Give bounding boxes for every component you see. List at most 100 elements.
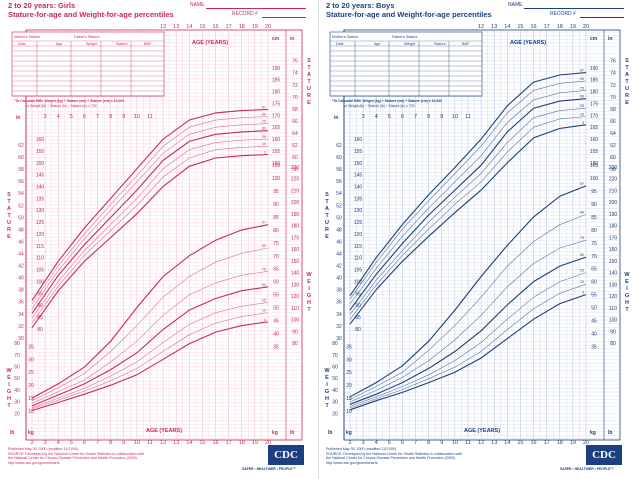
bmi-note: or Weight (lb) ÷ Stature (in) ÷ Stature …: [344, 104, 415, 108]
x-axis-label: AGE (YEARS): [146, 428, 182, 434]
x-tick-label: 9: [122, 440, 125, 446]
y-tick-label-stature-cm: 120: [354, 232, 363, 238]
record-field[interactable]: [262, 17, 306, 18]
x-tick-label: 19: [570, 440, 576, 446]
y-tick-label-stature-in: 32: [18, 324, 24, 330]
x-tick-label: 3: [44, 440, 47, 446]
y-tick-label-stature-cm: 160: [590, 137, 599, 143]
weight-percentile-line-97: [31, 224, 269, 399]
y-tick-label-weight-kg: 90: [273, 202, 279, 208]
x-tick-label: 8: [109, 440, 112, 446]
unit-label: lb: [328, 430, 332, 436]
y-tick-label-stature-in: 40: [336, 276, 342, 282]
stature-percentile-label: 10: [262, 142, 266, 146]
y-tick-label-stature-in: 32: [336, 324, 342, 330]
y-tick-label-stature-in: 62: [336, 143, 342, 149]
y-axis-label-stature: E: [7, 234, 11, 240]
stature-percentile-label: 97: [580, 69, 584, 73]
footer-source: Published May 30, 2000 (modified 11/21/0…: [8, 447, 144, 465]
y-tick-label-weight-lb: 30: [14, 400, 20, 406]
y-tick-label-weight-kg: 85: [591, 215, 597, 221]
y-tick-label-stature-in: 60: [336, 155, 342, 161]
x-tick-label: 11: [147, 440, 153, 446]
x-tick-label: 19: [570, 24, 576, 30]
x-tick-label: 13: [173, 24, 179, 30]
y-tick-label-weight-kg: 15: [346, 396, 352, 402]
y-tick-label-stature-in: 44: [336, 252, 342, 258]
y-tick-label-stature-in: 68: [292, 107, 298, 113]
y-tick-label-stature-in: 44: [18, 252, 24, 258]
y-tick-label-weight-lb: 140: [609, 271, 618, 277]
stature-percentile-label: 75: [262, 120, 266, 124]
y-axis-label-weight: T: [7, 403, 11, 409]
y-tick-label-weight-lb: 20: [332, 411, 338, 417]
y-tick-label-stature-in: 40: [18, 276, 24, 282]
y-tick-label-stature-cm: 130: [354, 208, 363, 214]
table-header: Stature: [116, 42, 128, 46]
y-tick-label-stature-in: 46: [336, 239, 342, 245]
y-tick-label-weight-lb: 60: [332, 365, 338, 371]
y-tick-label-stature-cm: 85: [37, 315, 43, 321]
unit-label: cm: [272, 36, 280, 42]
x-tick-label: 3: [362, 114, 365, 120]
weight-percentile-label: 97: [262, 221, 266, 225]
y-tick-label-stature-in: 48: [336, 227, 342, 233]
record-field[interactable]: [580, 17, 624, 18]
x-tick-label: 5: [388, 114, 391, 120]
y-axis-label-stature: T: [625, 79, 629, 85]
name-label: NAME: [190, 2, 205, 8]
record-label: RECORD #: [550, 11, 576, 17]
y-tick-label-stature-in: 50: [18, 215, 24, 221]
name-field[interactable]: [206, 8, 306, 9]
y-axis-label-weight: W: [306, 272, 312, 278]
x-tick-label: 15: [517, 440, 523, 446]
y-tick-label-stature-cm: 85: [355, 315, 361, 321]
x-tick-label: 2: [30, 440, 33, 446]
x-tick-label: 4: [57, 114, 60, 120]
y-tick-label-stature-in: 58: [18, 167, 24, 173]
panel-divider: [318, 0, 319, 479]
y-tick-label-weight-kg: 105: [590, 163, 599, 169]
y-tick-label-stature-in: 60: [292, 155, 298, 161]
weight-percentile-label: 10: [262, 309, 266, 313]
y-tick-label-weight-kg: 15: [28, 396, 34, 402]
weight-percentile-label: 3: [582, 291, 584, 295]
weight-percentile-line-75: [31, 271, 269, 404]
footer-url[interactable]: http://www.cdc.gov/growthcharts: [326, 460, 378, 465]
y-axis-label-weight: W: [624, 272, 630, 278]
y-tick-label-stature-in: 34: [18, 312, 24, 318]
y-tick-label-stature-in: 72: [610, 83, 616, 89]
weight-percentile-line-10: [349, 283, 587, 409]
weight-percentile-line-25: [349, 272, 587, 407]
y-tick-label-weight-lb: 200: [291, 200, 300, 206]
y-tick-label-weight-kg: 65: [591, 267, 597, 273]
y-tick-label-weight-lb: 90: [610, 329, 616, 335]
y-tick-label-weight-kg: 80: [273, 228, 279, 234]
y-tick-label-stature-cm: 135: [36, 196, 45, 202]
x-tick-label: 3: [362, 440, 365, 446]
y-tick-label-weight-kg: 25: [28, 370, 34, 376]
y-axis-label-stature: R: [7, 227, 11, 233]
x-tick-label: 17: [544, 440, 550, 446]
y-tick-label-stature-cm: 190: [272, 66, 281, 72]
table-frame: [11, 31, 165, 97]
weight-percentile-line-3: [349, 294, 587, 411]
stature-percentile-label: 50: [580, 95, 584, 99]
name-field[interactable]: [524, 8, 624, 9]
y-tick-label-weight-lb: 140: [291, 271, 300, 277]
y-tick-label-stature-cm: 90: [37, 303, 43, 309]
y-tick-label-weight-kg: 45: [591, 318, 597, 324]
unit-label: in: [16, 115, 20, 121]
y-axis-label-weight: H: [625, 300, 629, 306]
x-tick-label: 10: [452, 114, 458, 120]
x-tick-label: 18: [239, 440, 245, 446]
y-tick-label-stature-cm: 100: [354, 279, 363, 285]
footer-url[interactable]: http://www.cdc.gov/growthcharts: [8, 460, 60, 465]
y-tick-label-stature-cm: 150: [354, 161, 363, 167]
weight-percentile-label: 90: [262, 244, 266, 248]
weight-percentile-line-97: [349, 185, 587, 398]
x-tick-label: 7: [96, 440, 99, 446]
unit-label: kg: [272, 430, 278, 436]
y-tick-label-stature-cm: 105: [354, 268, 363, 274]
y-tick-label-stature-cm: 155: [354, 149, 363, 155]
